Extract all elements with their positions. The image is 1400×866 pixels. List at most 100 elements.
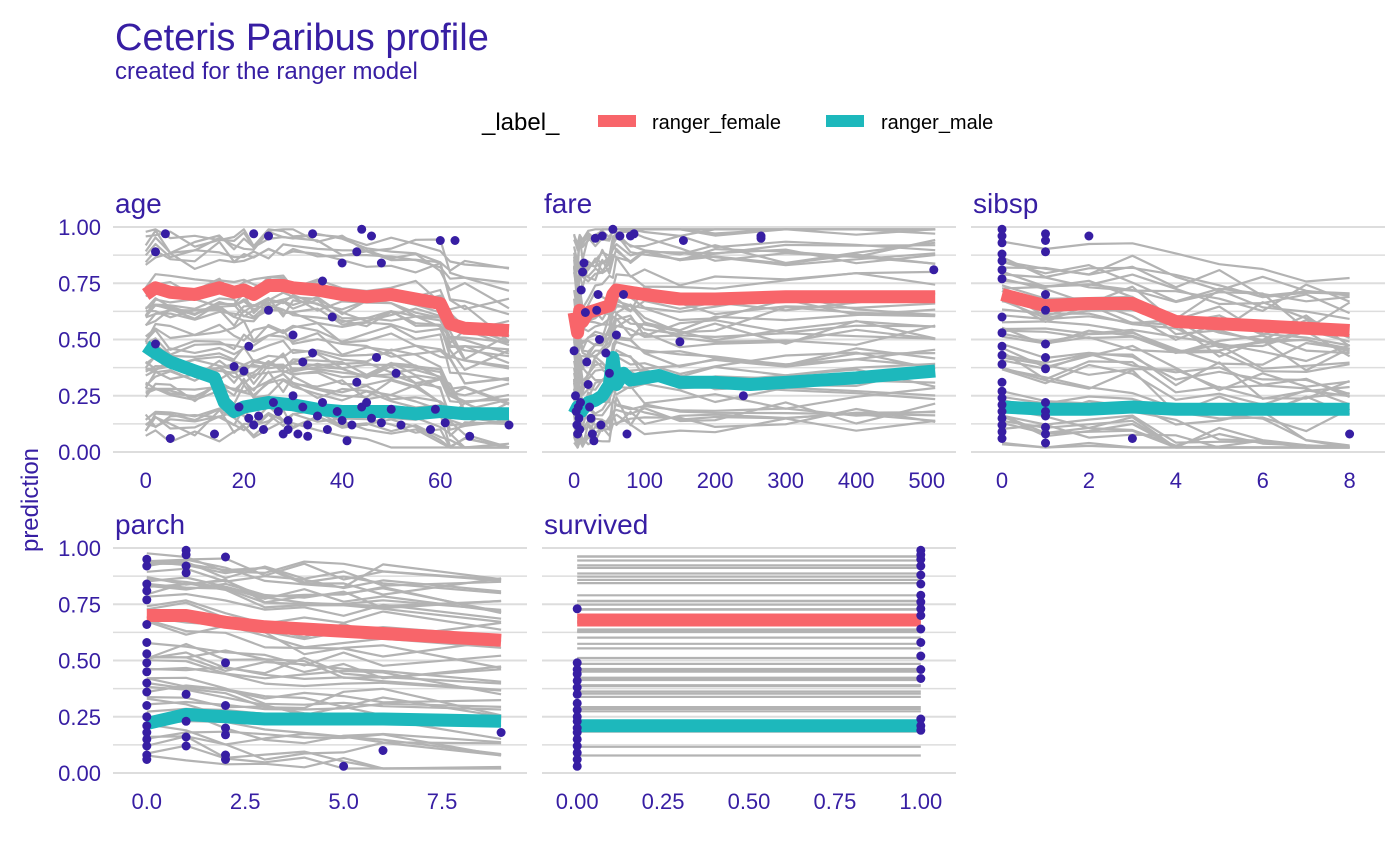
y-tick-label: 1.00 [58, 536, 101, 561]
background-profile-line [145, 302, 510, 351]
observation-point [1041, 429, 1050, 439]
observation-point [596, 420, 606, 430]
observation-point [181, 716, 191, 726]
observation-point [303, 420, 313, 430]
observation-point [997, 256, 1007, 266]
observation-point [210, 429, 219, 439]
observation-point [1041, 411, 1050, 421]
strip-label-parch: parch [115, 509, 185, 540]
observation-point [572, 683, 582, 692]
observation-point [601, 348, 611, 358]
x-tick-label: 0.0 [131, 789, 162, 814]
background-profile-line [146, 676, 502, 711]
observation-point [430, 404, 440, 414]
background-profile-line [1001, 273, 1351, 312]
observation-point [608, 224, 618, 234]
observation-point [997, 434, 1007, 443]
observation-point [572, 734, 582, 744]
observation-point [142, 728, 152, 737]
y-tick-label: 0.00 [58, 440, 101, 465]
background-profile-line [145, 228, 510, 269]
observation-point [249, 420, 259, 430]
x-tick-label: 6 [1257, 468, 1269, 493]
observation-point [181, 741, 191, 751]
background-profile-line [144, 243, 510, 310]
observation-point [997, 274, 1007, 284]
observation-point [1041, 236, 1050, 245]
observation-point [288, 330, 298, 340]
observation-point [916, 674, 926, 683]
background-profile-line [1001, 363, 1350, 406]
observation-point [590, 233, 600, 243]
background-profile-line [1001, 308, 1350, 353]
background-profile-line [146, 552, 502, 581]
x-tick-label: 0.50 [728, 789, 771, 814]
observation-point [318, 398, 327, 407]
observation-point [435, 236, 445, 245]
observation-point [611, 330, 621, 340]
observation-point [615, 231, 625, 241]
observation-point [997, 420, 1007, 430]
observation-point [916, 604, 926, 614]
background-profile-line [573, 256, 936, 314]
observation-point [151, 339, 160, 349]
observation-point [997, 407, 1007, 416]
observation-point [142, 741, 152, 751]
background-profile-line [1001, 350, 1351, 400]
observation-point [142, 561, 152, 571]
background-profile-line [144, 319, 510, 382]
strip-label-fare: fare [544, 188, 592, 219]
observation-point [576, 398, 585, 407]
background-profile-line [145, 329, 510, 385]
observation-point [504, 420, 514, 430]
observation-point [675, 337, 685, 347]
observation-point [1041, 422, 1050, 432]
observation-point [342, 436, 352, 446]
chart-title: Ceteris Paribus profile [115, 17, 489, 59]
observation-point [997, 393, 1007, 403]
y-tick-label: 0.50 [58, 328, 101, 353]
observation-point [221, 723, 230, 733]
observation-point [916, 624, 926, 634]
x-tick-label: 5.0 [328, 789, 359, 814]
x-tick-label: 300 [767, 468, 804, 493]
observation-point [337, 416, 347, 425]
x-tick-label: 0.25 [642, 789, 685, 814]
observation-point [327, 312, 337, 322]
y-tick-label: 0.25 [58, 705, 101, 730]
observation-point [288, 391, 298, 401]
background-profile-line [146, 677, 502, 704]
background-profile-line [1001, 240, 1350, 283]
x-tick-label: 60 [428, 468, 452, 493]
y-axis-label: prediction [17, 448, 44, 552]
observation-point [426, 425, 435, 434]
background-profile-line [1001, 356, 1350, 406]
legend-swatch-female [598, 115, 636, 127]
observation-point [569, 346, 579, 356]
series-line-ranger-male [145, 708, 502, 730]
observation-point [582, 357, 592, 367]
observation-point [997, 265, 1007, 275]
observation-point [619, 290, 628, 299]
observation-point [142, 755, 152, 764]
observation-point [268, 398, 278, 407]
observation-point [997, 224, 1007, 234]
observation-point [571, 391, 580, 401]
y-tick-label: 0.00 [58, 761, 101, 786]
x-tick-label: 1.00 [899, 789, 942, 814]
observation-point [738, 391, 748, 401]
x-tick-label: 0 [568, 468, 580, 493]
observation-point [339, 761, 349, 771]
observation-point [298, 402, 308, 412]
background-profile-line [145, 322, 510, 370]
observation-point [1041, 398, 1050, 407]
background-profile-line [146, 567, 502, 593]
observation-point [916, 561, 926, 571]
observation-point [142, 638, 152, 647]
x-tick-label: 0.00 [556, 789, 599, 814]
observation-point [572, 741, 582, 751]
background-profile-line [146, 681, 502, 717]
observation-point [1345, 429, 1355, 439]
observation-point [298, 357, 308, 367]
